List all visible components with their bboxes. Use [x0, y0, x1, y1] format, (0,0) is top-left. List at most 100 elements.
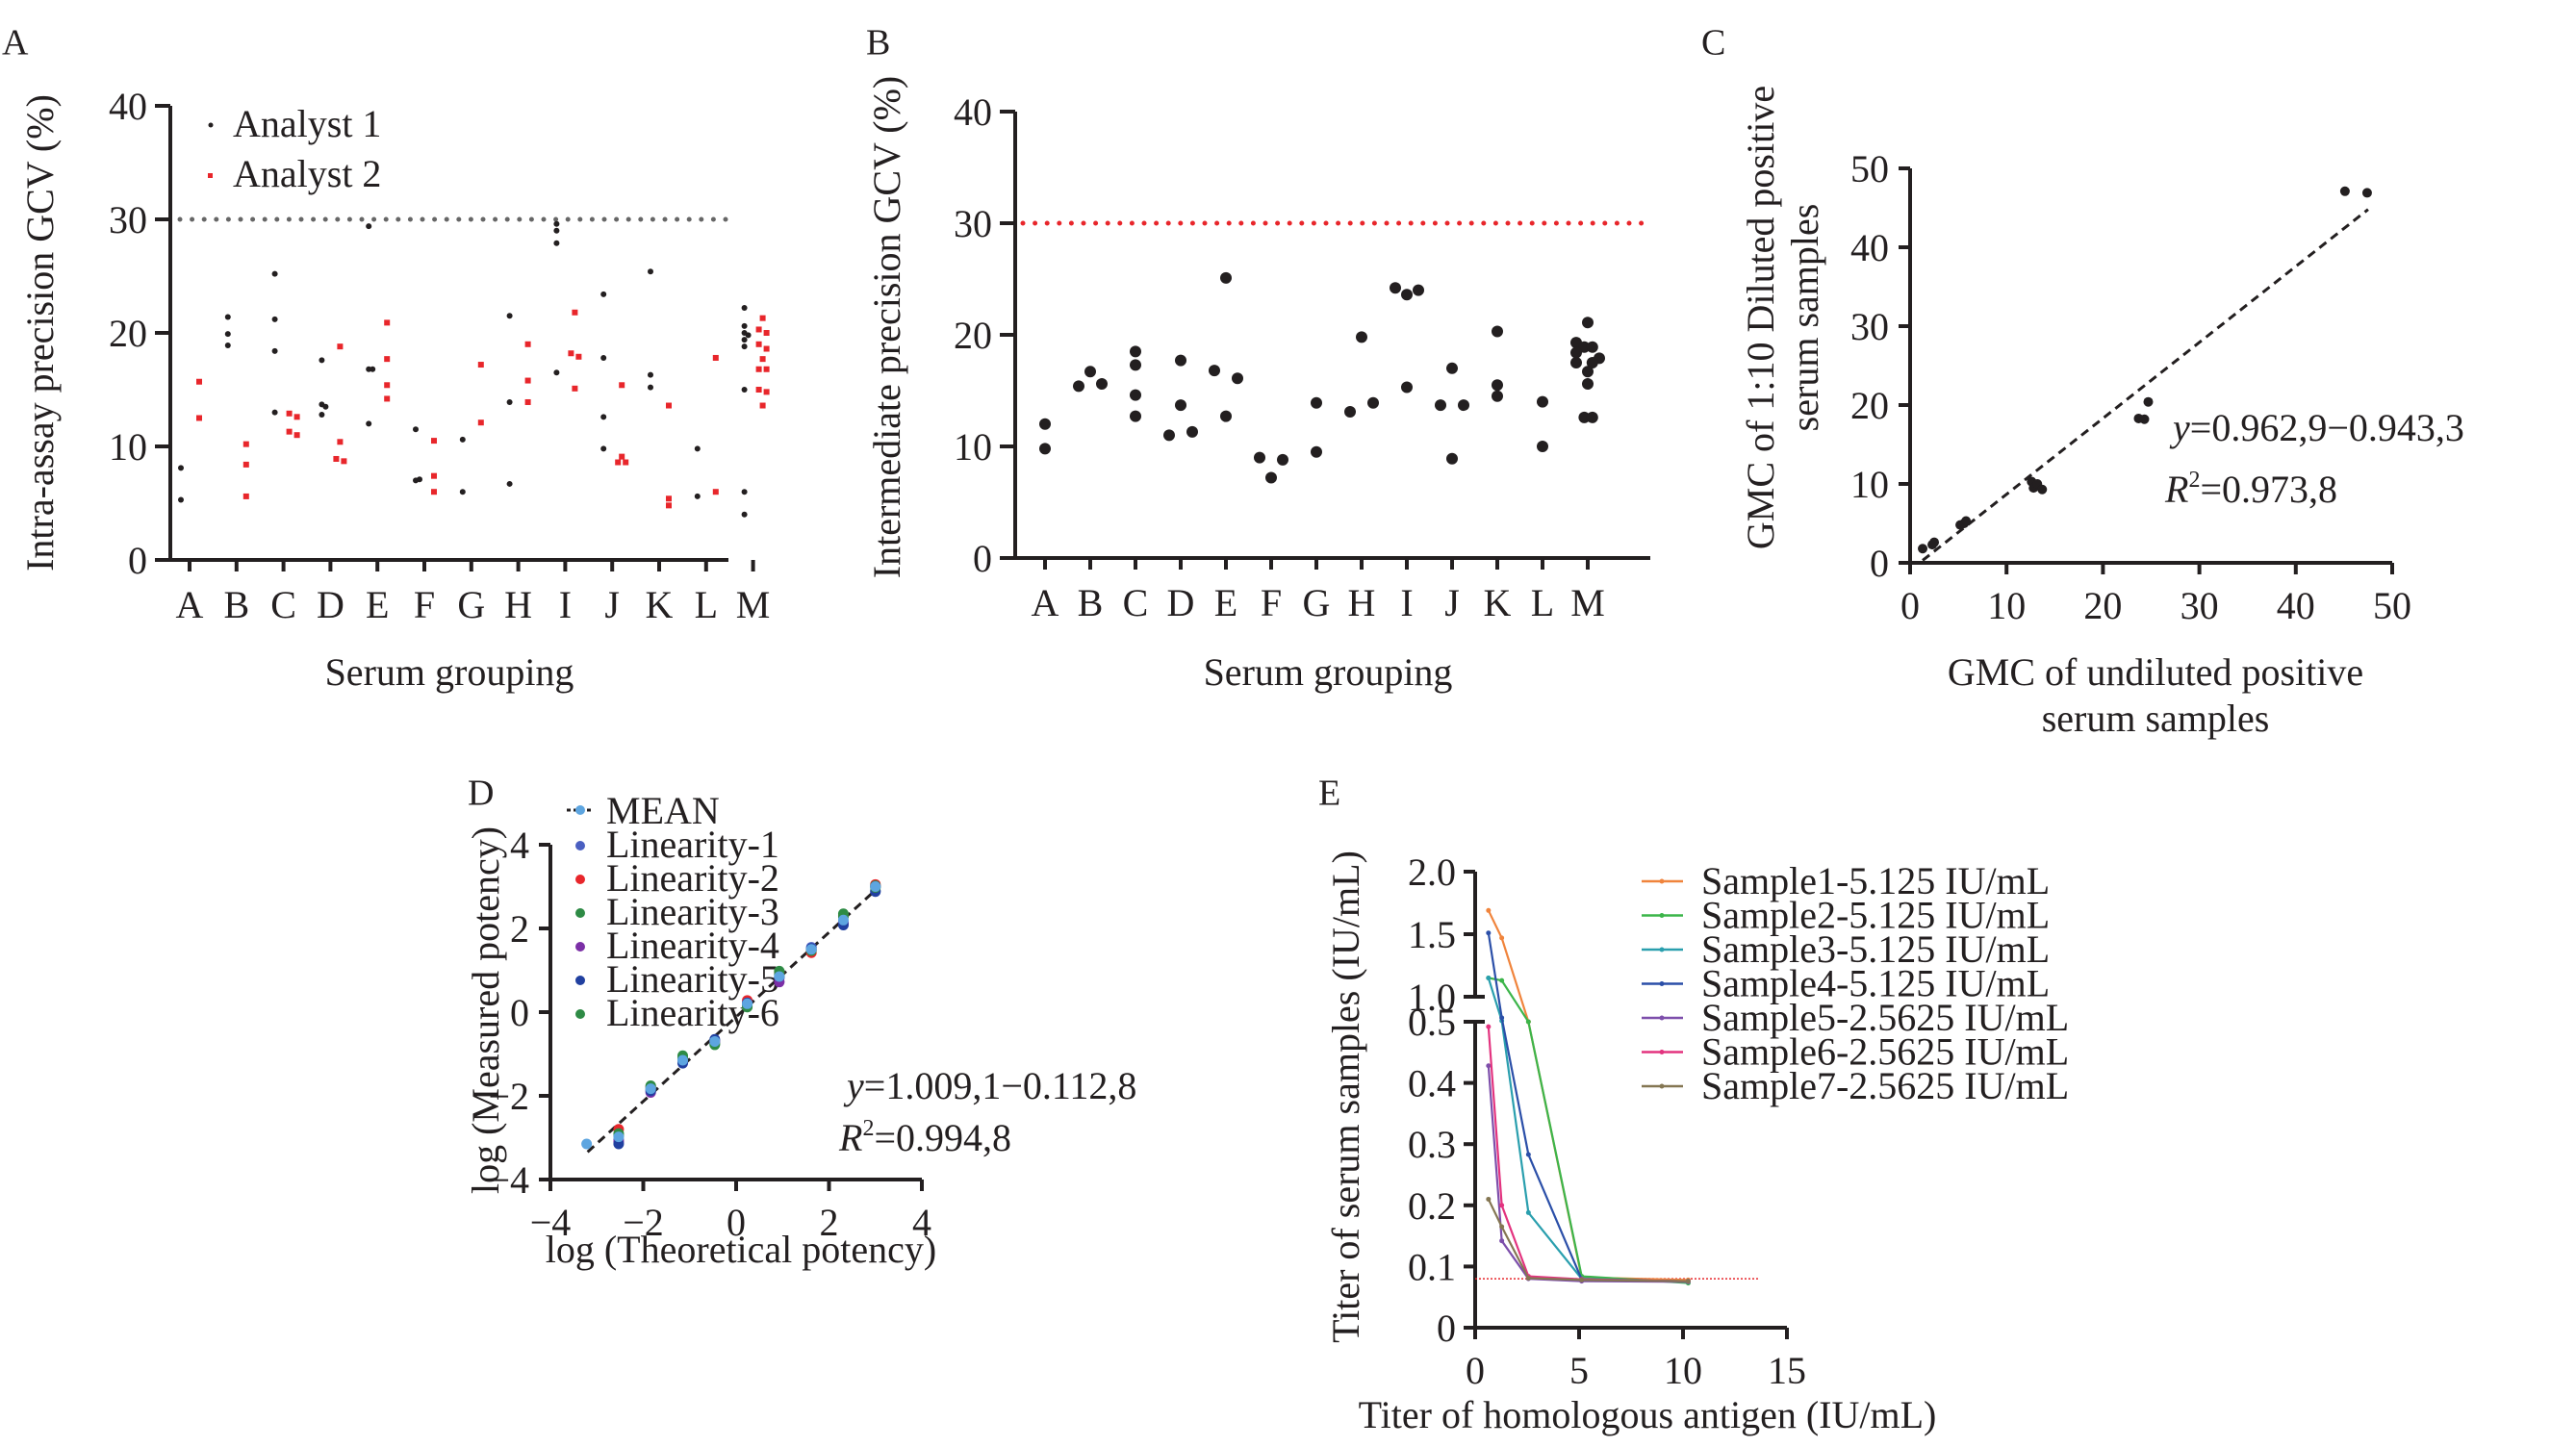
analyst-2-point	[286, 410, 293, 417]
analyst-1-point	[600, 354, 607, 361]
legend-marker-sample6	[1659, 1050, 1665, 1054]
analyst-2-point	[619, 453, 625, 460]
analyst-2-point	[293, 432, 300, 439]
x-tick-label: −4	[530, 1201, 572, 1244]
gcv-point	[1582, 317, 1594, 329]
x-axis-label: Serum grouping	[325, 650, 574, 694]
gcv-point	[1130, 410, 1141, 422]
gcv-point	[1073, 380, 1084, 393]
analyst-2-point	[712, 354, 719, 361]
analyst-2-point	[431, 489, 437, 495]
data-point	[2139, 414, 2150, 424]
analyst-2-point	[286, 428, 293, 435]
analyst-1-point	[271, 347, 278, 354]
gcv-point	[1254, 451, 1265, 464]
y-tick-label: 0	[1870, 542, 1889, 585]
gcv-point	[1390, 282, 1401, 294]
x-tick-label: D	[317, 583, 344, 626]
data-point	[2037, 484, 2048, 495]
gcv-point	[1586, 341, 1598, 353]
y-tick-label: 0.5	[1408, 1001, 1456, 1044]
legend-marker-linearity-5	[575, 976, 585, 985]
analyst-2-point	[196, 415, 202, 421]
y-axis-label: Intermediate precision GCV (%)	[865, 76, 908, 578]
x-tick-label: K	[1484, 581, 1512, 624]
analyst-1-point	[553, 220, 560, 227]
x-tick-label: 10	[1987, 584, 2026, 627]
x-axis-label: log (Theoretical potency)	[546, 1228, 936, 1271]
series-point-sample1	[1486, 907, 1492, 913]
series-point-sample6	[1499, 1203, 1505, 1208]
data-point	[2143, 396, 2154, 407]
mean-point	[645, 1083, 656, 1095]
legend-marker-sample5	[1659, 1015, 1665, 1021]
r2-superscript: 2	[2188, 468, 2200, 493]
gcv-point	[1130, 359, 1141, 371]
x-tick-label: 4	[912, 1201, 931, 1244]
series-point-sample4	[1486, 930, 1492, 936]
x-tick-label: F	[1261, 581, 1282, 624]
legend-marker-analyst-1	[208, 122, 214, 128]
gcv-point	[1537, 441, 1548, 452]
x-tick-label: A	[1032, 581, 1059, 624]
analyst-1-point	[319, 411, 325, 418]
gcv-point	[1130, 345, 1141, 358]
analyst-2-point	[666, 502, 672, 509]
y-tick-label: 30	[954, 202, 992, 245]
analyst-1-point	[553, 369, 560, 376]
legend-marker-linearity-6	[575, 1009, 585, 1019]
gcv-point	[1435, 399, 1446, 412]
x-tick-label: B	[223, 583, 249, 626]
equation-label: y=0.962,9−0.943,3	[2169, 406, 2464, 449]
analyst-2-point	[755, 387, 762, 393]
x-tick-label: A	[176, 583, 204, 626]
gcv-point	[1220, 410, 1232, 422]
analyst-2-point	[755, 326, 762, 333]
analyst-1-point	[271, 316, 278, 322]
gcv-point	[1175, 354, 1186, 367]
legend-marker-linearity-1	[575, 841, 585, 850]
analyst-2-point	[196, 378, 202, 385]
data-point	[1929, 537, 1940, 547]
analyst-2-point	[759, 356, 766, 363]
analyst-2-point	[759, 402, 766, 409]
x-tick-label: 2	[820, 1201, 839, 1244]
x-tick-label: H	[504, 583, 532, 626]
x-tick-label: G	[457, 583, 485, 626]
gcv-point	[1084, 366, 1096, 378]
analyst-1-point	[178, 496, 184, 503]
x-tick-label: 5	[1569, 1349, 1589, 1392]
analyst-1-point	[553, 227, 560, 234]
gcv-point	[1570, 346, 1582, 359]
analyst-2-point	[384, 356, 391, 363]
mean-point	[805, 944, 817, 955]
analyst-1-point	[741, 322, 748, 329]
legend-marker-sample4	[1659, 981, 1665, 986]
legend-label: Sample3-5.125 IU/mL	[1701, 927, 2050, 971]
gcv-point	[1367, 396, 1379, 409]
equation-var: y	[2169, 406, 2190, 449]
analyst-2-point	[755, 366, 762, 372]
analyst-2-point	[431, 438, 437, 444]
series-point-sample5	[1486, 1063, 1492, 1069]
y-tick-label: 20	[954, 314, 992, 357]
mean-point	[709, 1035, 721, 1047]
analyst-2-point	[293, 414, 300, 420]
series-line-sample3	[1487, 977, 1689, 1283]
gcv-point	[1277, 453, 1288, 466]
legend-label: Sample7-2.5625 IU/mL	[1701, 1064, 2069, 1107]
legend-marker-analyst-2	[208, 173, 213, 178]
series-line-sample2	[1488, 977, 1689, 1284]
legend-marker-linearity-2	[575, 875, 585, 884]
gcv-point	[1570, 357, 1582, 368]
legend-marker-sample2	[1659, 913, 1665, 918]
x-tick-label: 40	[2277, 584, 2315, 627]
analyst-1-point	[459, 489, 466, 495]
series-point-sample3	[1486, 976, 1492, 980]
analyst-2-point	[763, 389, 770, 395]
analyst-1-point	[366, 223, 372, 230]
y-axis-label: Intra-assay precision GCV (%)	[18, 94, 62, 571]
